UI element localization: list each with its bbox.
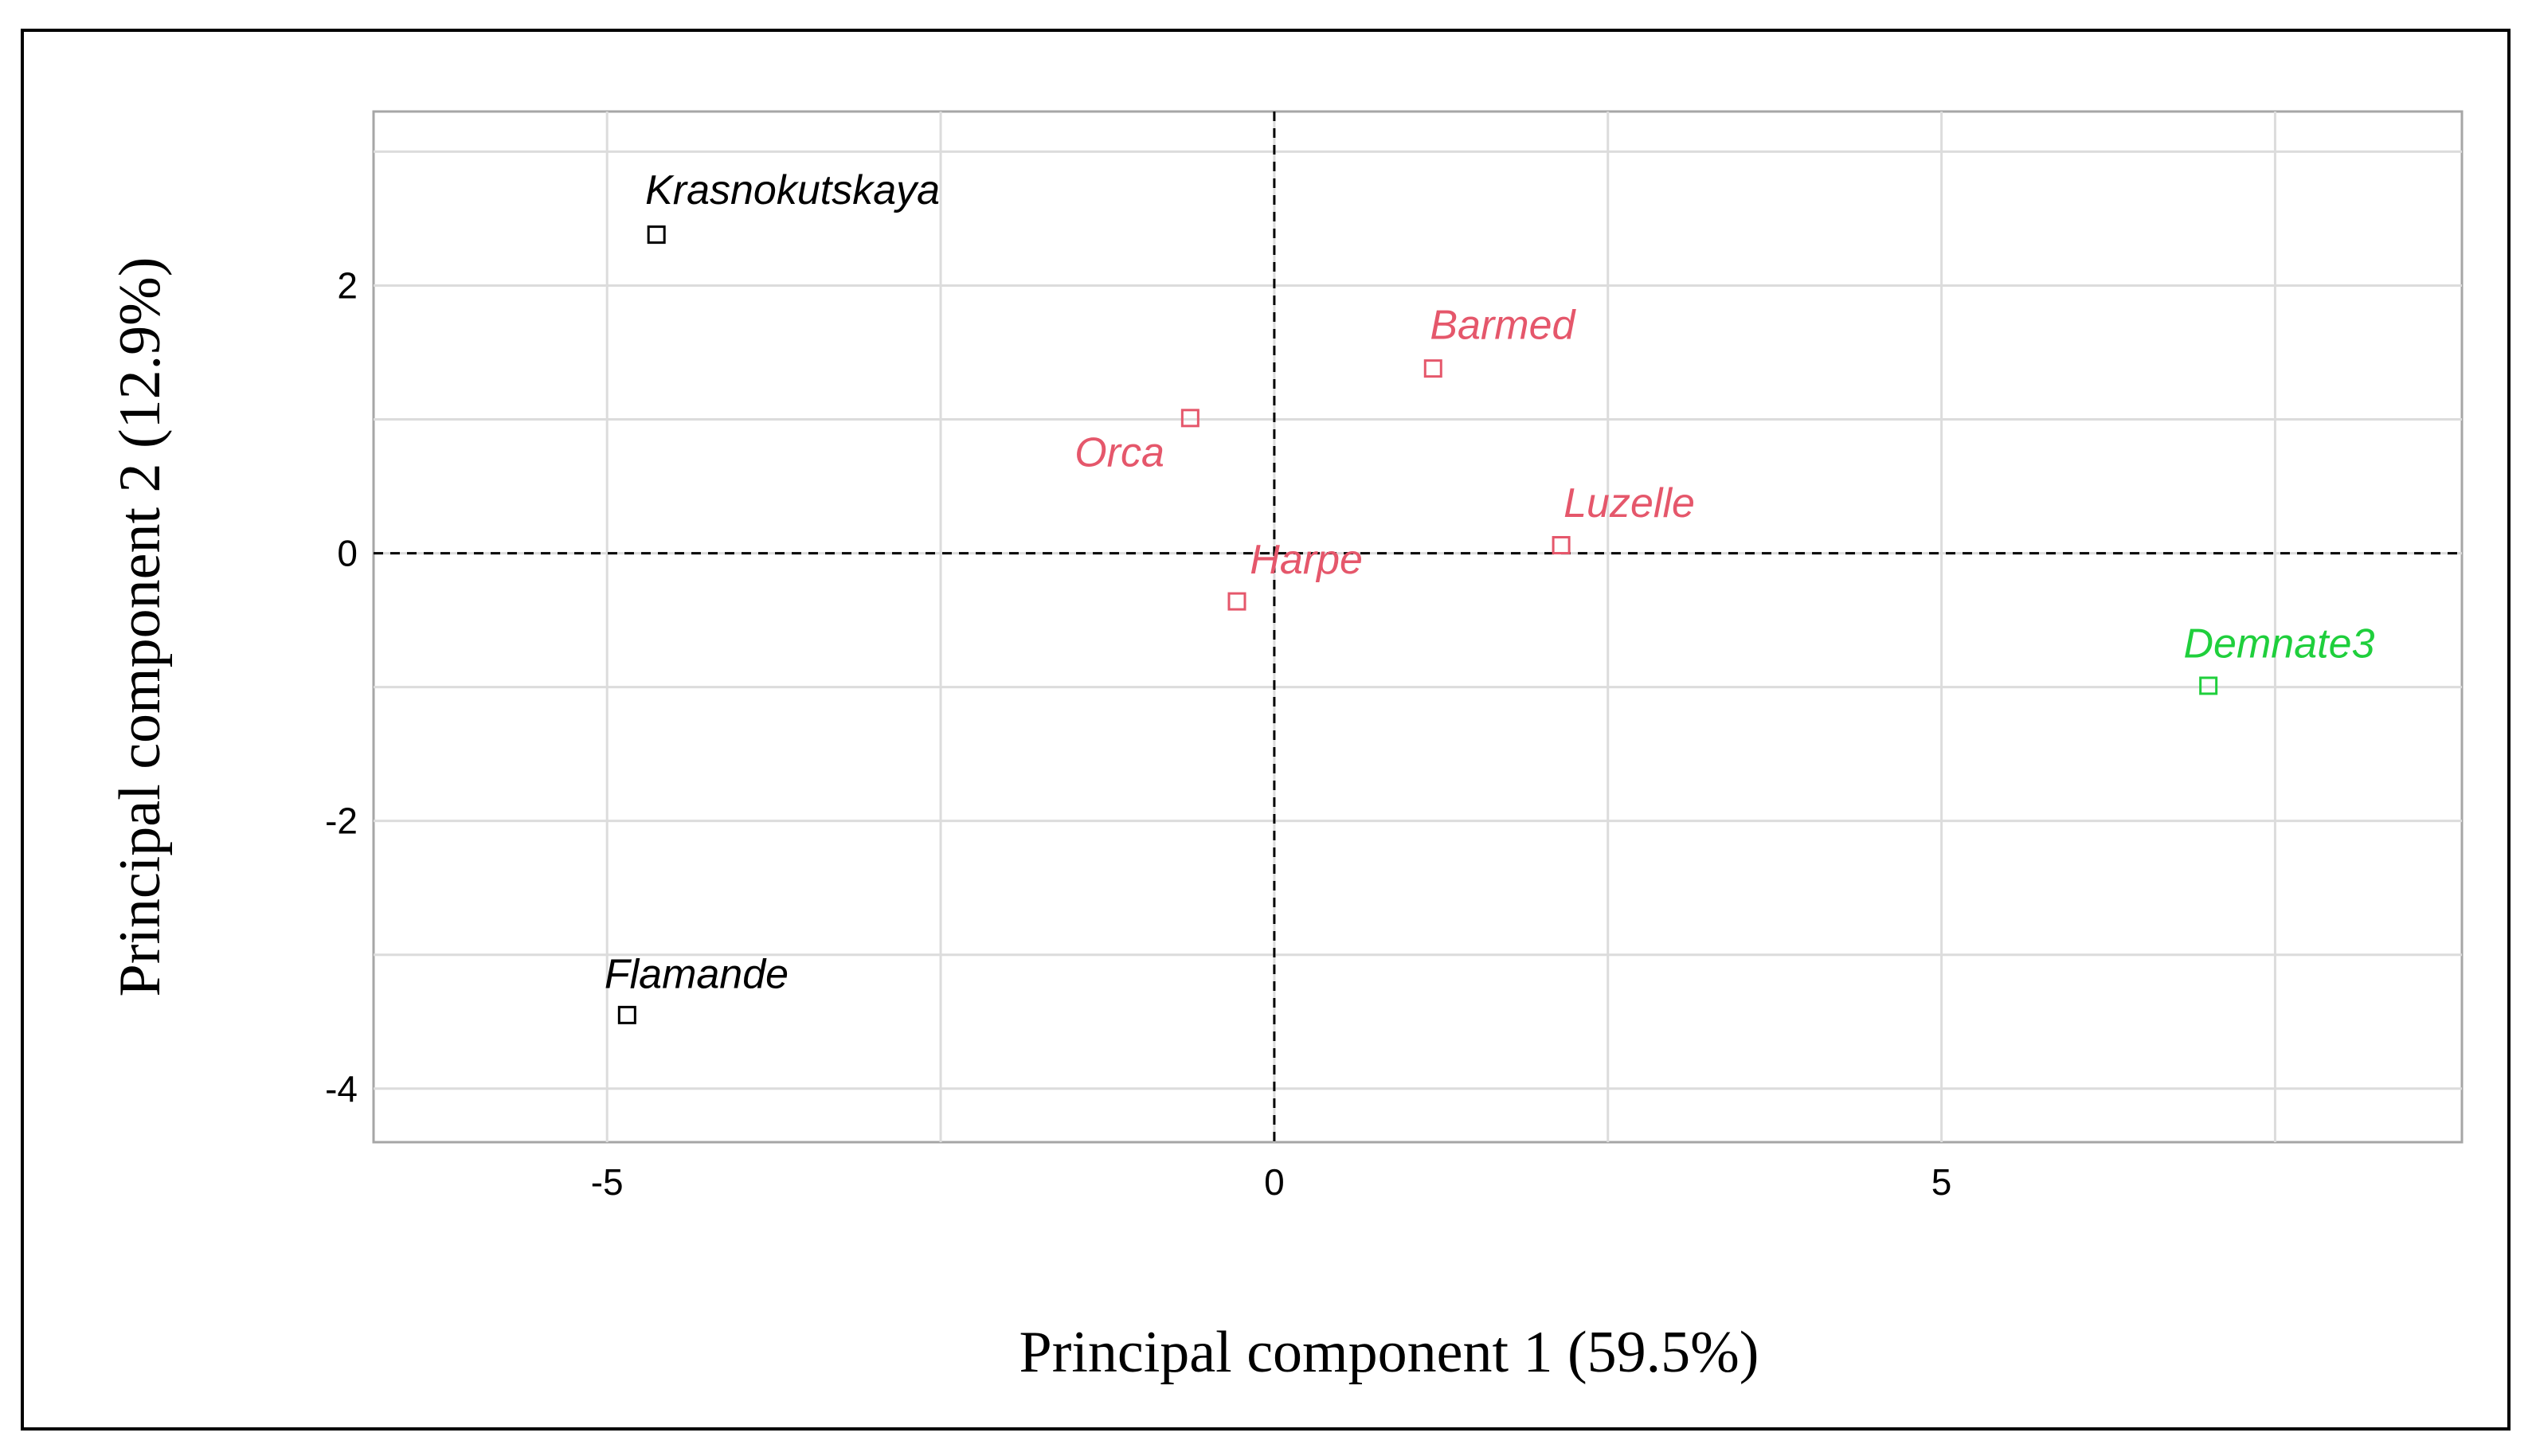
- point-marker: [1552, 535, 1571, 554]
- point-label: Luzelle: [1563, 480, 1695, 526]
- data-point-luzelle: Luzelle: [1552, 480, 1695, 554]
- point-marker: [2199, 676, 2218, 695]
- y-tick-label: 0: [337, 533, 358, 574]
- y-tick-label: -4: [325, 1068, 358, 1110]
- x-tick-label: 0: [1264, 1161, 1285, 1203]
- x-tick-label: -5: [591, 1161, 624, 1203]
- data-points: Krasnokutskaya Flamande Barmed Orca Luzelle H…: [605, 167, 2375, 1024]
- point-label: Barmed: [1430, 303, 1576, 349]
- point-marker: [617, 1005, 636, 1024]
- y-tick-label: 2: [337, 264, 358, 306]
- point-marker: [1180, 409, 1200, 428]
- data-point-barmed: Barmed: [1423, 303, 1577, 378]
- point-label: Harpe: [1250, 537, 1363, 583]
- data-point-flamande: Flamande: [605, 952, 789, 1024]
- y-axis-tick-labels: -4 -2 0 2: [325, 264, 358, 1109]
- data-point-orca: Orca: [1074, 409, 1200, 476]
- reference-lines: [374, 112, 2462, 1142]
- data-point-harpe: Harpe: [1227, 537, 1363, 611]
- x-axis-tick-labels: -5 0 5: [591, 1161, 1952, 1203]
- point-label: Krasnokutskaya: [645, 167, 940, 213]
- point-marker: [647, 225, 666, 245]
- point-label: Orca: [1074, 429, 1164, 476]
- x-axis-title: Principal component 1 (59.5%): [1019, 1320, 1759, 1385]
- figure-frame: [21, 29, 2511, 1431]
- point-label: Demnate3: [2184, 621, 2375, 667]
- y-axis-title: Principal component 2 (12.9%): [108, 257, 173, 997]
- data-point-demnate3: Demnate3: [2184, 621, 2375, 695]
- point-marker: [1423, 359, 1442, 378]
- plot-panel: [372, 110, 2464, 1144]
- y-tick-label: -2: [325, 800, 358, 842]
- point-label: Flamande: [605, 952, 789, 998]
- point-marker: [1227, 592, 1246, 611]
- data-point-krasnokutskaya: Krasnokutskaya: [645, 167, 940, 245]
- x-tick-label: 5: [1931, 1161, 1952, 1203]
